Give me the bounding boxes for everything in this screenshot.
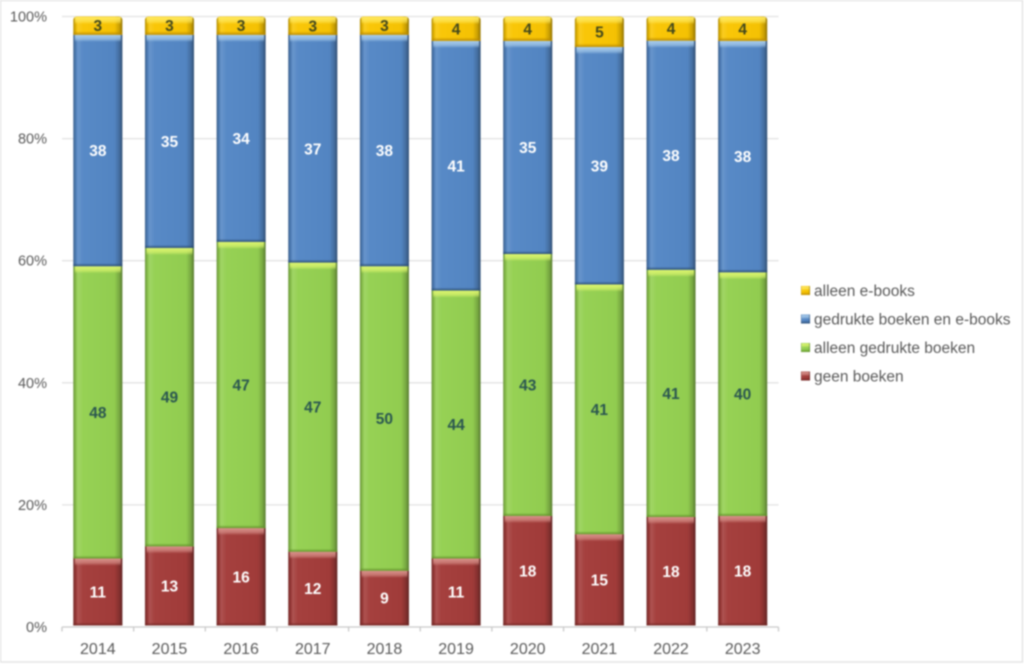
- svg-text:2018: 2018: [367, 641, 403, 658]
- svg-text:38: 38: [662, 148, 680, 165]
- svg-text:38: 38: [89, 143, 107, 160]
- svg-text:41: 41: [447, 158, 465, 175]
- svg-text:3: 3: [380, 18, 389, 35]
- svg-text:alleen e-books: alleen e-books: [814, 283, 915, 300]
- svg-text:18: 18: [662, 564, 680, 581]
- svg-text:35: 35: [519, 140, 537, 157]
- svg-text:18: 18: [519, 563, 537, 580]
- svg-text:2016: 2016: [223, 641, 259, 658]
- svg-text:41: 41: [591, 402, 609, 419]
- svg-text:2015: 2015: [152, 641, 188, 658]
- svg-text:2023: 2023: [725, 641, 761, 658]
- svg-text:18: 18: [734, 563, 752, 580]
- svg-text:9: 9: [380, 591, 389, 608]
- svg-text:41: 41: [662, 386, 680, 403]
- svg-text:2020: 2020: [510, 641, 546, 658]
- svg-text:2022: 2022: [653, 641, 689, 658]
- svg-text:38: 38: [376, 143, 394, 160]
- svg-text:15: 15: [591, 572, 609, 589]
- svg-text:48: 48: [89, 405, 107, 422]
- svg-text:50: 50: [376, 411, 393, 428]
- svg-text:2017: 2017: [295, 641, 331, 658]
- svg-text:11: 11: [448, 585, 465, 602]
- svg-text:4: 4: [452, 21, 461, 38]
- svg-text:38: 38: [734, 149, 752, 166]
- svg-text:40%: 40%: [18, 376, 47, 392]
- svg-text:gedrukte boeken en e-books: gedrukte boeken en e-books: [814, 312, 1011, 329]
- svg-text:3: 3: [308, 18, 317, 35]
- svg-text:13: 13: [161, 579, 179, 596]
- svg-text:37: 37: [304, 141, 321, 158]
- svg-text:4: 4: [738, 21, 747, 38]
- svg-text:34: 34: [232, 131, 250, 148]
- svg-text:alleen gedrukte boeken: alleen gedrukte boeken: [814, 340, 975, 357]
- svg-text:12: 12: [304, 581, 321, 598]
- svg-text:2014: 2014: [80, 641, 116, 658]
- svg-text:16: 16: [232, 569, 250, 586]
- svg-text:44: 44: [447, 417, 465, 434]
- svg-text:3: 3: [165, 18, 174, 35]
- svg-text:80%: 80%: [18, 132, 47, 148]
- svg-text:40: 40: [734, 387, 751, 404]
- svg-text:35: 35: [161, 134, 179, 151]
- svg-text:2019: 2019: [438, 641, 474, 658]
- svg-text:4: 4: [667, 21, 676, 38]
- svg-text:47: 47: [304, 400, 321, 417]
- svg-text:11: 11: [90, 585, 107, 602]
- svg-text:20%: 20%: [18, 498, 47, 514]
- svg-text:3: 3: [237, 18, 246, 35]
- svg-text:5: 5: [595, 24, 604, 41]
- svg-text:geen boeken: geen boeken: [814, 369, 904, 386]
- svg-text:3: 3: [94, 18, 103, 35]
- svg-text:43: 43: [519, 378, 537, 395]
- svg-text:39: 39: [591, 158, 609, 175]
- svg-text:100%: 100%: [10, 10, 47, 26]
- svg-text:4: 4: [523, 21, 532, 38]
- svg-text:60%: 60%: [18, 254, 47, 270]
- svg-text:2021: 2021: [582, 641, 618, 658]
- svg-text:47: 47: [232, 378, 249, 395]
- svg-text:0%: 0%: [26, 620, 47, 636]
- svg-text:49: 49: [161, 390, 179, 407]
